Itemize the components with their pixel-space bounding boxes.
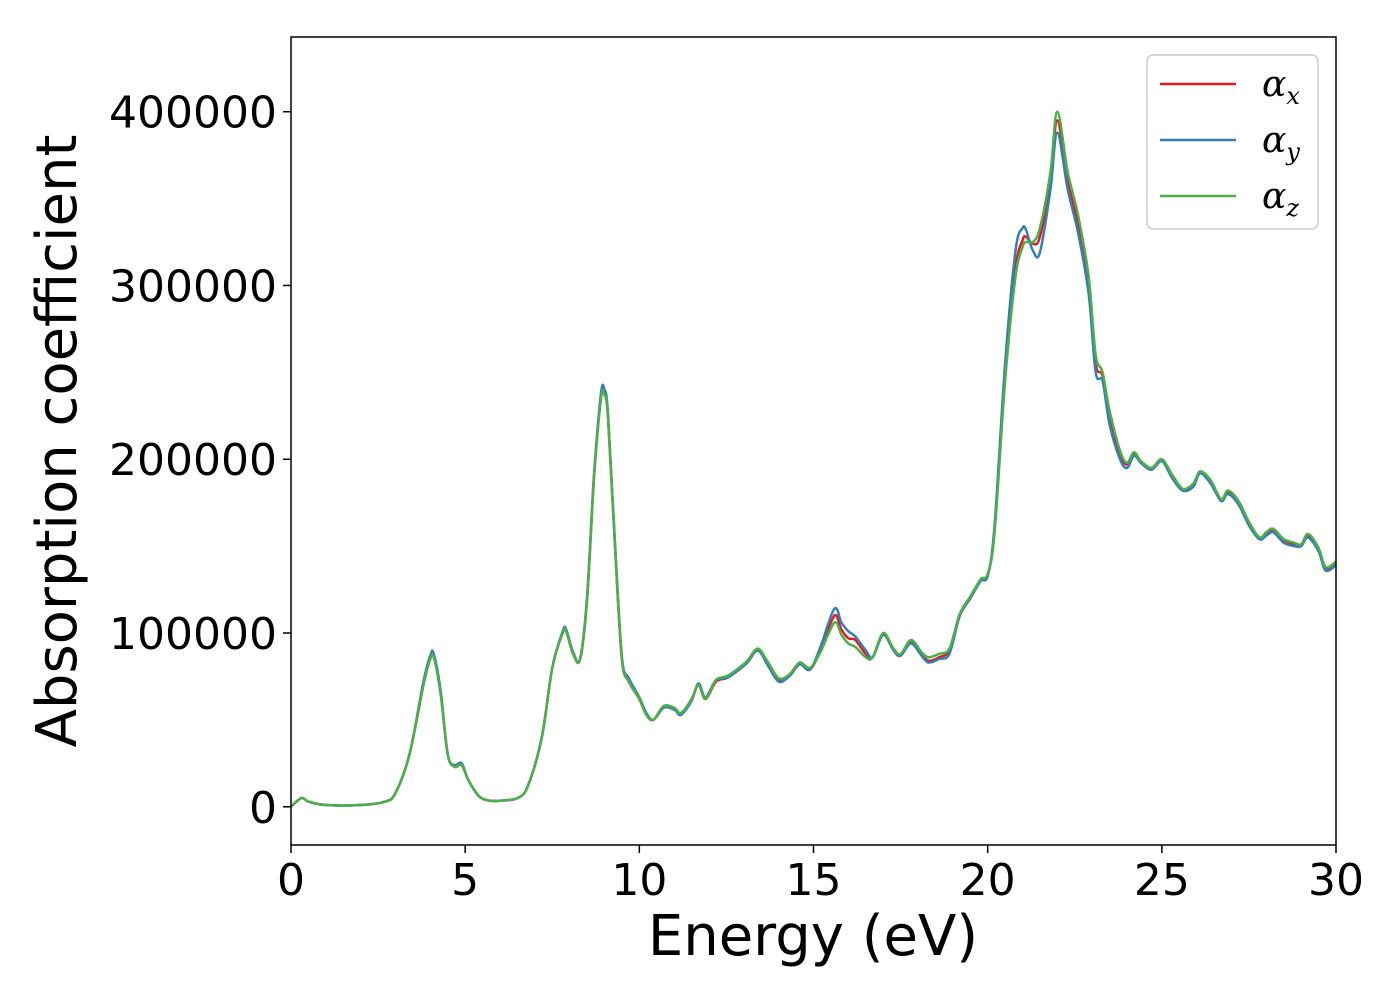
y-tick-label: 200000 [109, 435, 277, 486]
x-axis-ticks: 0 5 10 15 20 25 30 [277, 845, 1364, 906]
x-tick-label: 0 [277, 855, 305, 906]
series-line-y [290, 131, 1337, 808]
legend-label-y: αy [1262, 120, 1300, 166]
series-layer [290, 110, 1337, 808]
x-tick-label: 10 [611, 855, 667, 906]
y-axis-title: Absorption coefficient [25, 135, 90, 748]
legend-box [1146, 54, 1319, 230]
series-line-z [290, 110, 1337, 808]
y-axis-ticks: 0 100000 200000 300000 400000 [109, 88, 291, 834]
y-tick-label: 300000 [109, 261, 277, 312]
y-tick-label: 100000 [109, 609, 277, 660]
y-tick-label: 400000 [109, 88, 277, 139]
x-tick-label: 5 [451, 855, 479, 906]
legend-label-z: αz [1262, 176, 1299, 222]
x-tick-label: 20 [960, 855, 1016, 906]
legend: αx αy αz [1146, 54, 1319, 230]
x-tick-label: 25 [1134, 855, 1190, 906]
x-tick-label: 15 [786, 855, 842, 906]
y-tick-label: 0 [249, 783, 277, 834]
x-tick-label: 30 [1308, 855, 1364, 906]
legend-label-x: αx [1262, 64, 1300, 110]
x-axis-title: Energy (eV) [648, 904, 978, 969]
